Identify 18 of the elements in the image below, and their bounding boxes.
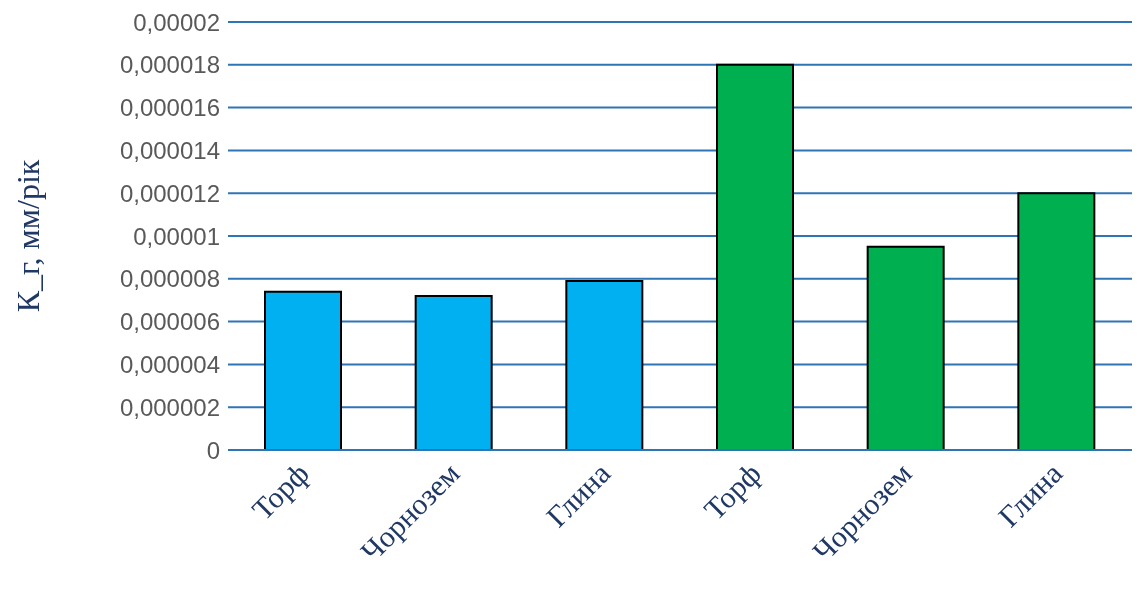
y-tick-label: 0,00002 [133, 8, 220, 36]
y-tick-label: 0,000016 [119, 94, 220, 122]
y-tick-label: 0,000002 [119, 393, 220, 421]
y-tick-label: 0,000018 [119, 51, 220, 79]
bar [716, 63, 794, 450]
bar [866, 245, 945, 450]
bar [264, 290, 342, 450]
bar [414, 294, 493, 450]
y-tick-label: 0,000012 [119, 179, 220, 207]
y-axis-title: К_г, мм/рік [10, 159, 47, 313]
bar [565, 279, 644, 450]
y-tick-label: 0,000014 [119, 136, 220, 164]
y-tick-label: 0,000004 [119, 350, 220, 378]
y-tick-label: 0,00001 [133, 222, 220, 250]
bar [1017, 192, 1096, 450]
y-tick-label: 0 [206, 436, 220, 464]
y-tick-label: 0,000008 [119, 265, 220, 293]
y-tick-label: 0,000006 [119, 308, 220, 336]
